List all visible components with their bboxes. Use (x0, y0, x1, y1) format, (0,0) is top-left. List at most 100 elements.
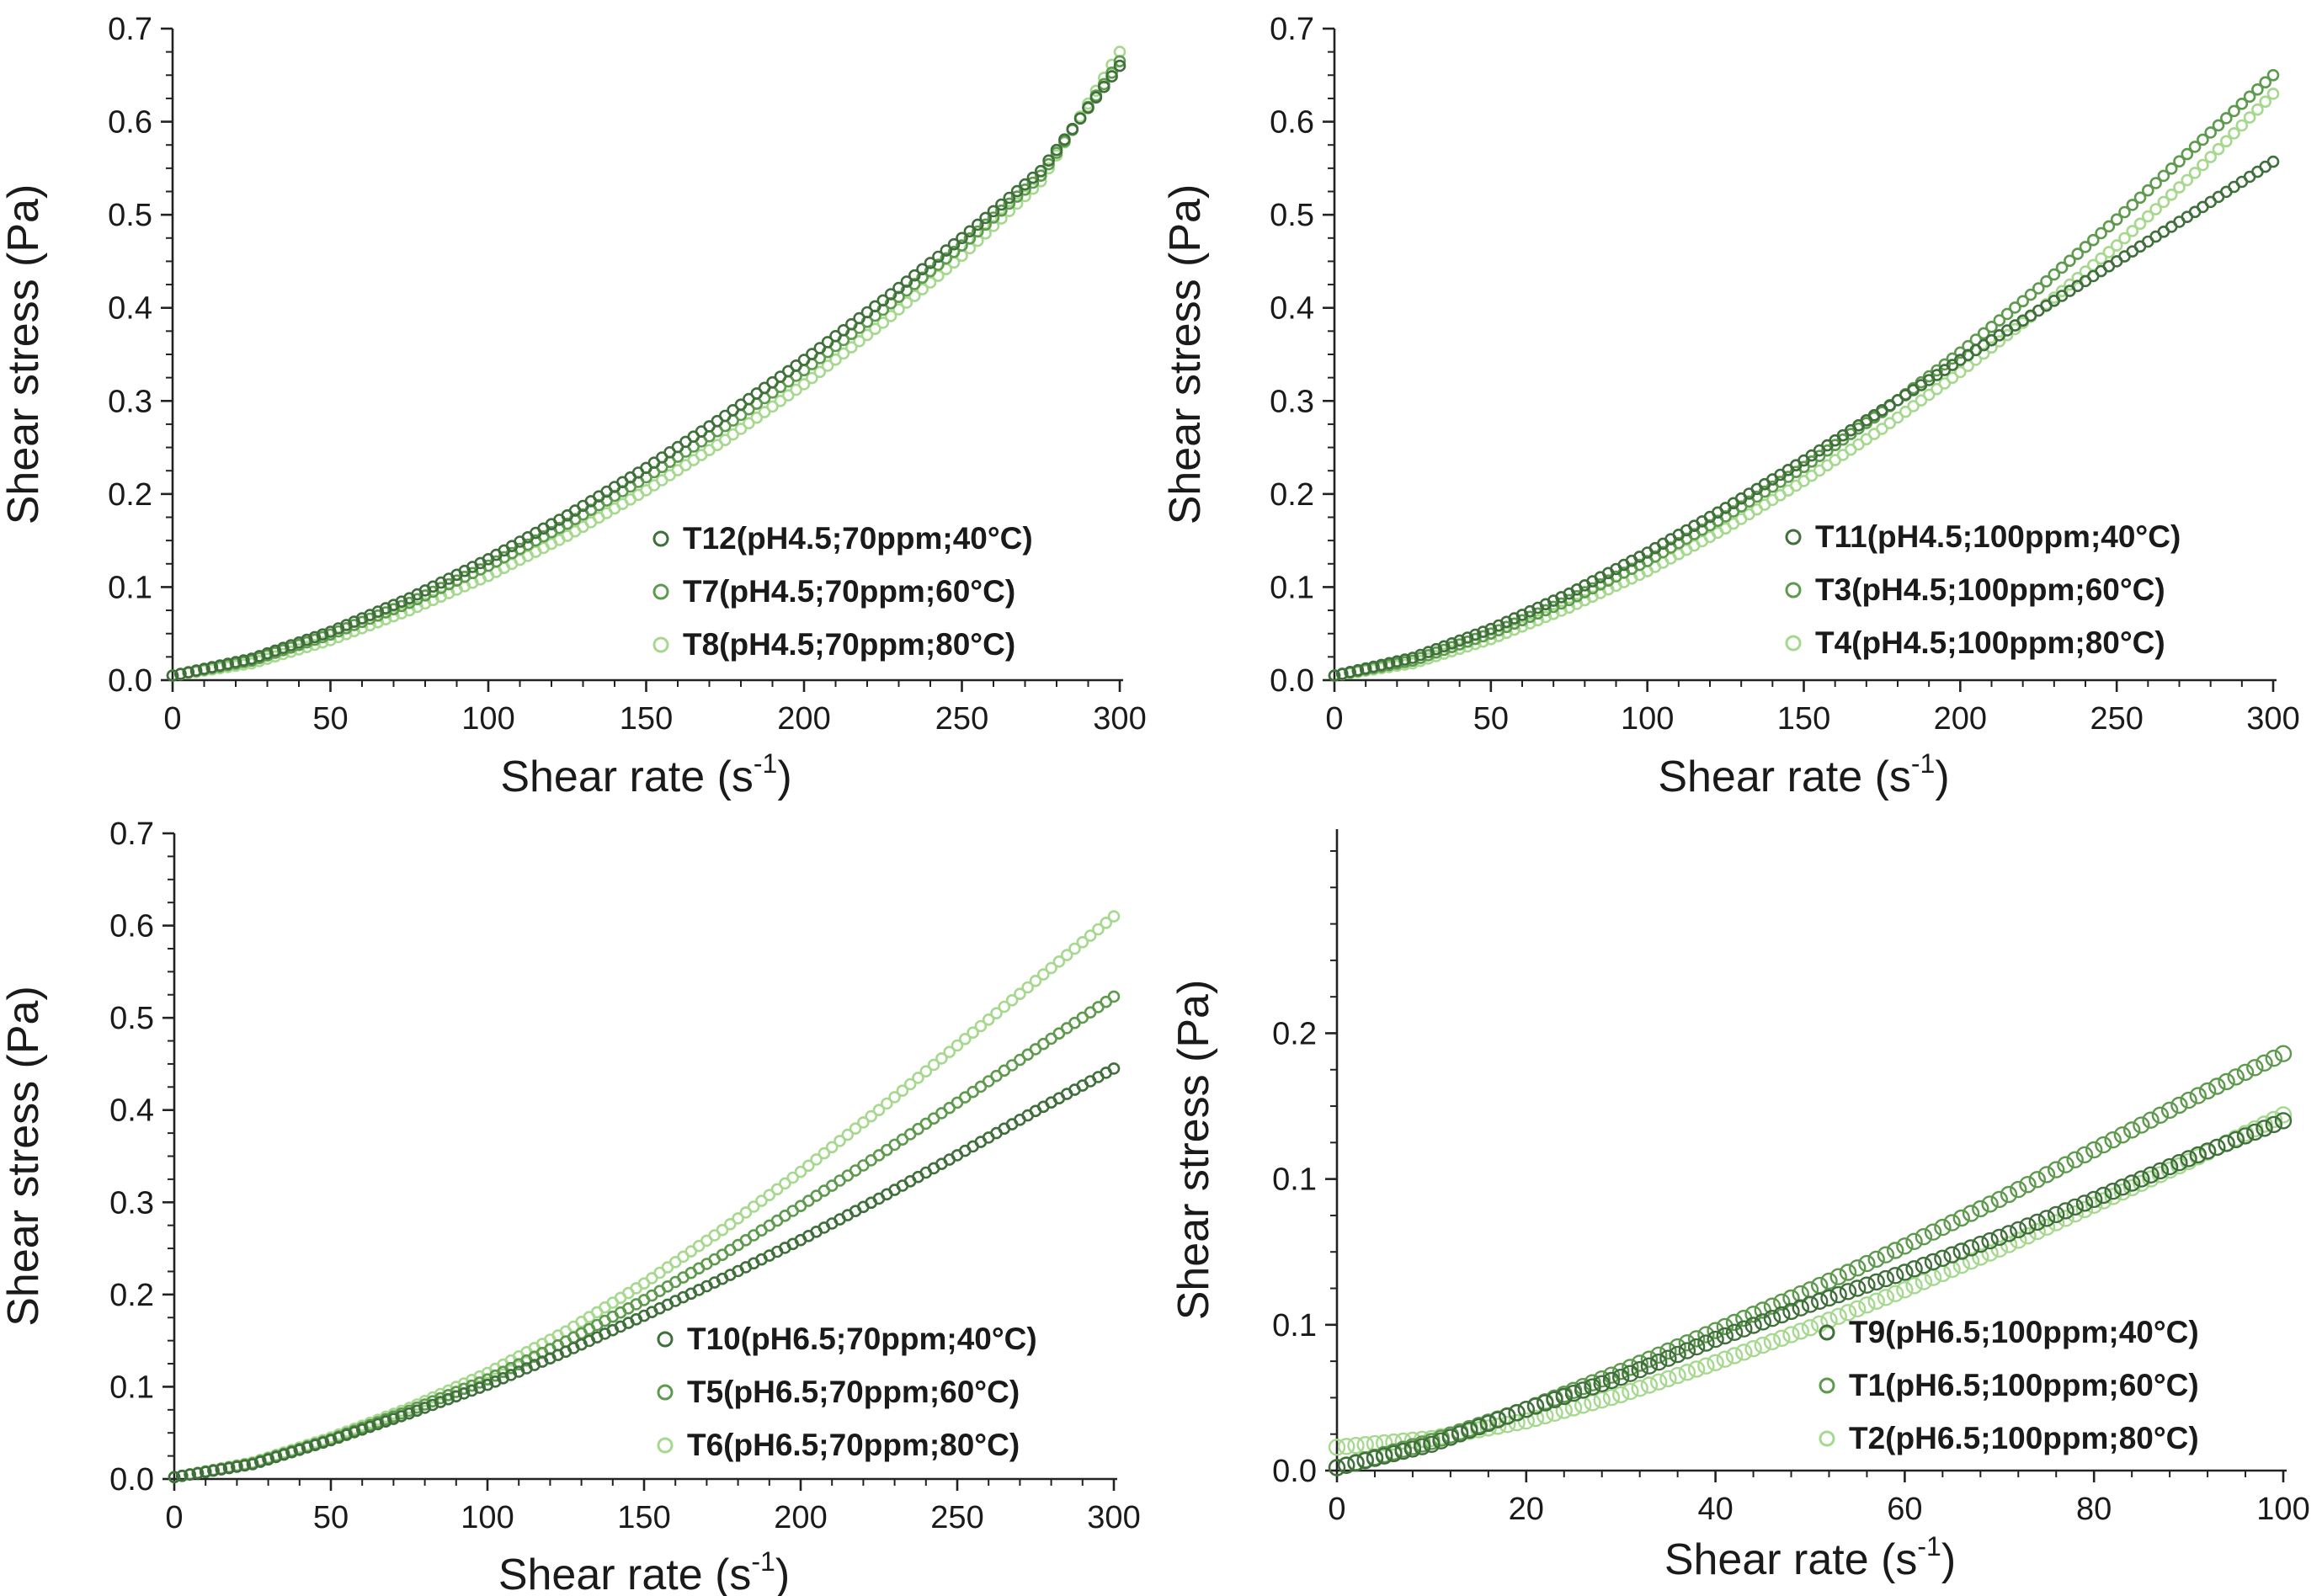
data-point (1867, 1250, 1885, 1269)
data-point (2028, 1213, 2047, 1232)
data-point (2057, 1202, 2074, 1220)
legend-marker (1785, 529, 1802, 545)
x-axis-title-paren-close: ) (777, 753, 791, 801)
data-point (1029, 975, 1042, 987)
y-tick-label: 0.0 (108, 663, 152, 699)
legend-label: T7(pH4.5;70ppm;60°C) (683, 574, 1015, 609)
data-point (387, 1412, 400, 1425)
data-point (2165, 189, 2178, 201)
data-point (947, 237, 961, 251)
data-point (2212, 119, 2225, 132)
data-point (956, 239, 968, 252)
data-point (718, 434, 732, 447)
data-point (2009, 301, 2021, 314)
y-tick-label: 0.5 (1270, 198, 1314, 233)
data-point (2087, 233, 2100, 247)
x-tick-label: 250 (2090, 701, 2143, 737)
data-point (2170, 1096, 2188, 1115)
data-point (2095, 252, 2107, 265)
data-point (1092, 923, 1105, 936)
data-point (2055, 285, 2069, 298)
data-point (2104, 1182, 2122, 1200)
data-point (1985, 320, 1998, 333)
data-point (2274, 1106, 2293, 1124)
data-point (1328, 1459, 1346, 1476)
x-axis-title-paren-open: ( (1869, 1535, 1896, 1584)
data-point (285, 1445, 298, 1459)
data-point (1867, 1273, 1885, 1291)
data-point (884, 310, 897, 322)
data-point (1754, 1313, 1772, 1331)
data-point (1394, 1442, 1412, 1460)
data-point (1526, 1397, 1545, 1415)
data-point (1977, 327, 1990, 340)
data-point (1398, 653, 1411, 666)
data-point (1697, 1357, 1715, 1375)
data-point (1915, 394, 1928, 407)
data-point (317, 1436, 330, 1450)
data-point (2180, 1150, 2197, 1168)
legend-label: T2(pH6.5;100ppm;80°C) (1849, 1421, 2199, 1455)
data-point (1943, 1246, 1961, 1264)
data-point (908, 278, 921, 290)
data-point (1782, 1326, 1800, 1343)
data-point (1697, 1334, 1715, 1352)
data-point (924, 264, 937, 278)
data-point (2204, 151, 2217, 163)
data-point (2208, 1138, 2226, 1157)
data-point (1546, 1391, 1563, 1409)
data-point (1839, 1283, 1857, 1301)
data-point (2110, 213, 2123, 226)
data-point (2189, 1146, 2207, 1164)
data-point (340, 1428, 353, 1441)
data-point (2037, 1210, 2056, 1227)
data-point (1763, 1309, 1781, 1327)
data-point (1954, 365, 1967, 379)
data-point (1943, 1214, 1961, 1232)
data-point (1801, 1295, 1819, 1313)
data-point (1517, 1401, 1536, 1418)
data-point (727, 403, 739, 417)
data-point (2243, 90, 2256, 104)
data-point (972, 225, 984, 238)
data-point (2095, 226, 2107, 240)
data-point (1375, 1434, 1393, 1452)
data-point (810, 1153, 823, 1166)
data-point (1337, 1438, 1355, 1455)
data-point (1359, 662, 1372, 675)
data-point (2057, 1156, 2074, 1173)
x-tick-label: 200 (774, 1500, 827, 1535)
legend-marker (652, 530, 669, 547)
data-point (2165, 162, 2178, 175)
data-point (2037, 1166, 2056, 1184)
data-point (2085, 1141, 2103, 1159)
data-point (774, 370, 787, 383)
data-point (2071, 247, 2084, 260)
data-point (2075, 1194, 2094, 1212)
data-point (1441, 1428, 1460, 1446)
data-point (2157, 195, 2170, 209)
data-point (2126, 199, 2139, 211)
x-axis-title-paren-open: ( (703, 1551, 730, 1596)
data-point (2157, 169, 2170, 183)
data-point (1952, 1256, 1971, 1274)
y-tick-label: 0.6 (109, 909, 154, 944)
data-point (348, 1426, 361, 1439)
data-point (2113, 1183, 2132, 1201)
y-axis-title: Shear stress (Pa) (1161, 184, 1210, 525)
data-point (229, 656, 242, 668)
data-point (1105, 66, 1118, 79)
data-point (292, 636, 306, 649)
data-point (1367, 660, 1380, 673)
data-point (1938, 377, 1952, 390)
data-point (1564, 1384, 1583, 1402)
data-point (1076, 936, 1089, 949)
data-point (2024, 288, 2037, 301)
x-axis-title-superscript: -1 (751, 1546, 775, 1577)
data-point (940, 244, 953, 257)
x-axis-title: Shear rate (s-1) (498, 1546, 790, 1596)
data-point (2181, 173, 2194, 187)
data-point (1754, 1336, 1772, 1354)
data-point (743, 392, 755, 406)
data-point (199, 1466, 212, 1478)
